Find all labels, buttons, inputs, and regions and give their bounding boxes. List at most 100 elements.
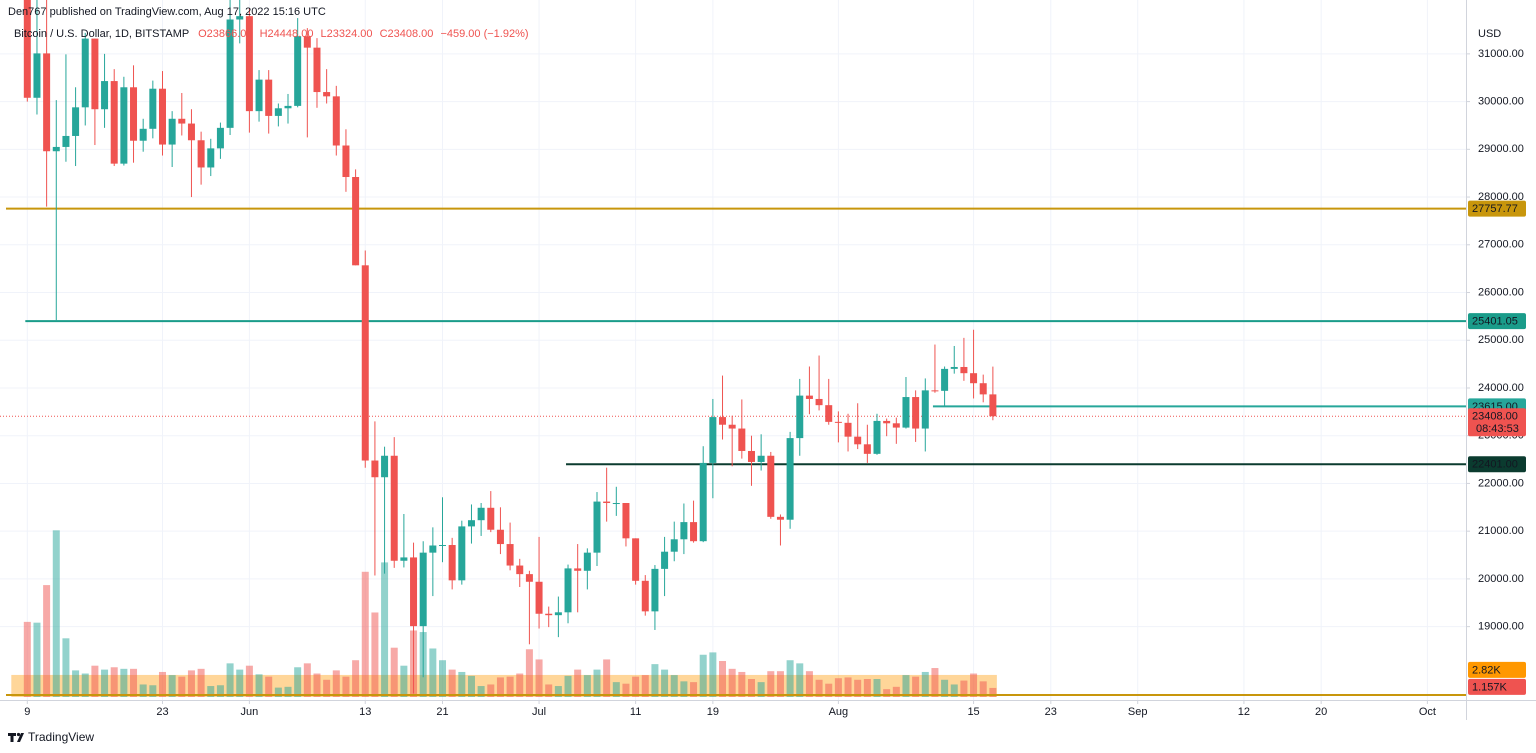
volume-bar [23, 621, 31, 697]
candle-body [197, 140, 205, 168]
candle-body [168, 118, 176, 145]
candle-body [91, 38, 99, 110]
volume-bar [583, 675, 591, 697]
candle-body [834, 421, 842, 423]
candle-body [400, 557, 408, 561]
candle-body [989, 394, 997, 417]
x-tick-label: Aug [829, 706, 849, 718]
candle-body [255, 79, 263, 112]
volume-bar [294, 667, 302, 697]
candle-body [815, 398, 823, 406]
candle-body [294, 36, 302, 106]
candle-body [525, 574, 533, 582]
volume-bar [950, 684, 958, 697]
volume-bar [757, 682, 765, 697]
volume-bar [429, 648, 437, 697]
candle-body [641, 580, 649, 612]
candle-body [747, 450, 755, 462]
x-tick-label: 12 [1238, 706, 1250, 718]
volume-bar [690, 682, 698, 697]
volume-bar [545, 684, 553, 697]
legend-close: C23408.00 [380, 28, 434, 40]
last-price-label: 23408.00 [1472, 411, 1518, 423]
candle-body [786, 438, 794, 520]
price-axis-bg [1466, 0, 1536, 720]
candle-body [912, 397, 920, 429]
y-tick-label: 30000.00 [1478, 96, 1524, 108]
footer-brand: TradingView [28, 730, 94, 744]
candle-body [583, 552, 591, 571]
volume-bar [854, 679, 862, 697]
candle-body [429, 545, 437, 553]
level-label-bg [1468, 313, 1526, 330]
candle-body [545, 613, 553, 616]
candle-body [554, 612, 562, 616]
level-label-bg [1468, 200, 1526, 217]
volume-bar [139, 684, 147, 697]
volume-bar [632, 676, 640, 697]
candle-body [72, 107, 80, 136]
y-tick-label: 31000.00 [1478, 48, 1524, 60]
x-tick-label: 23 [156, 706, 168, 718]
candle-body [149, 88, 157, 129]
candle-body [33, 53, 41, 98]
candle-body [361, 265, 369, 461]
candle-body [62, 135, 70, 147]
volume-bar [651, 664, 659, 697]
volume-bar [815, 679, 823, 697]
volume-bar [612, 682, 620, 697]
candle-body [419, 552, 427, 627]
candle-body [612, 503, 620, 505]
volume-bar [33, 622, 41, 697]
volume-bar [941, 679, 949, 697]
volume-ma-label: 2.82K [1472, 664, 1501, 676]
candle-body [506, 544, 514, 566]
candle-body [921, 390, 929, 429]
candle-body [603, 501, 611, 504]
volume-pane [11, 530, 997, 697]
volume-bar [661, 669, 669, 697]
volume-bar [130, 668, 138, 697]
volume-bar [844, 677, 852, 697]
candle-body [825, 405, 833, 422]
candle-body [81, 38, 89, 108]
candle-body [390, 455, 398, 561]
x-tick-label: 20 [1315, 706, 1327, 718]
volume-bar [361, 571, 369, 697]
volume-bar [101, 669, 109, 697]
candle-body [352, 177, 360, 266]
candle-body [844, 422, 852, 437]
y-tick-label: 22000.00 [1478, 477, 1524, 489]
last-price-bg [1468, 408, 1526, 437]
candle-body [496, 529, 504, 545]
volume-bar [892, 686, 900, 697]
candle-body [23, 0, 31, 98]
candle-body [796, 395, 804, 439]
volume-bar [825, 683, 833, 697]
candle-body [931, 390, 939, 392]
candle-body [699, 462, 707, 542]
candle-body [767, 455, 775, 517]
axes: 19000.0020000.0021000.0022000.0023000.00… [24, 48, 1526, 718]
volume-bar [670, 675, 678, 697]
volume-bar [197, 668, 205, 697]
volume-bar [226, 663, 234, 697]
volume-bar [439, 660, 447, 697]
volume-bar [323, 679, 331, 697]
volume-bar [458, 671, 466, 697]
volume-bar [158, 671, 166, 697]
candle-body [236, 16, 244, 20]
volume-last-label-bg [1468, 678, 1526, 695]
candle-body [130, 87, 138, 141]
volume-bar [342, 676, 350, 697]
header: Den767 published on TradingView.com, Aug… [8, 6, 326, 18]
candle-body [970, 373, 978, 384]
x-tick-label: Jul [532, 706, 546, 718]
volume-bar [149, 685, 157, 697]
volume-bar [91, 665, 99, 697]
candle-body [265, 79, 273, 116]
volume-bar [400, 665, 408, 697]
legend-change: −459.00 (−1.92%) [440, 28, 528, 40]
volume-ma-label-bg [1468, 661, 1526, 678]
volume-bar [776, 671, 784, 697]
